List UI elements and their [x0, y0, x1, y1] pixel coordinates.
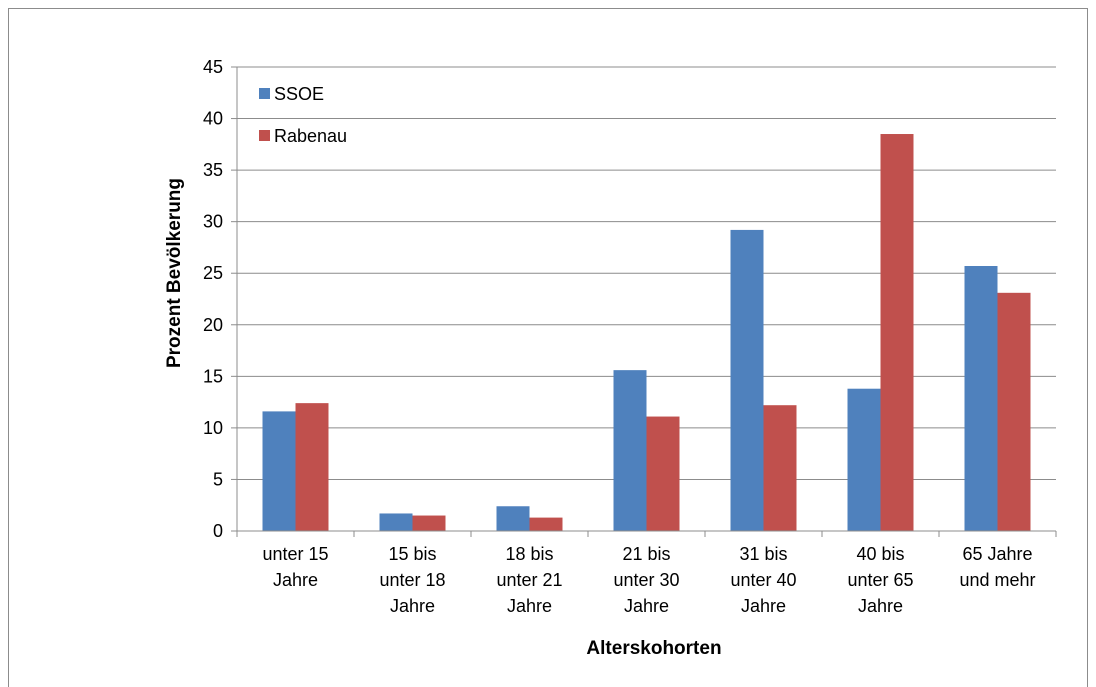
x-axis-title: Alterskohorten: [586, 638, 721, 659]
y-tick-labels: 0 5 10 15 20 25 30 35 40 45: [203, 57, 237, 541]
bar-rabenau: [295, 403, 329, 531]
bar-ssoe: [613, 370, 647, 531]
x-tick-label: 18 bis unter 21 Jahre: [496, 544, 562, 616]
legend-label-rabenau: Rabenau: [274, 126, 347, 146]
x-tick-label: 15 bis unter 18 Jahre: [379, 544, 445, 616]
bar-rabenau: [646, 416, 680, 531]
bar-ssoe: [262, 411, 296, 531]
bar-rabenau: [997, 292, 1031, 531]
y-tick-label: 45: [203, 57, 223, 77]
bar-ssoe: [847, 388, 881, 531]
y-tick-label: 40: [203, 109, 223, 129]
legend-swatch-rabenau: [259, 130, 270, 141]
axes: [236, 67, 1057, 537]
legend-swatch-ssoe: [259, 88, 270, 99]
x-tick-label: 65 Jahre und mehr: [959, 544, 1035, 590]
x-tick-label: unter 15 Jahre: [262, 544, 328, 590]
x-tick-labels: unter 15 Jahre 15 bis unter 18 Jahre 18 bis un…: [262, 544, 1035, 616]
y-tick-label: 5: [213, 469, 223, 489]
bars: [262, 134, 1031, 531]
x-tick-label: 31 bis unter 40 Jahre: [730, 544, 796, 616]
legend: SSOE Rabenau: [259, 84, 347, 146]
y-tick-label: 35: [203, 160, 223, 180]
x-tick-label: 40 bis unter 65 Jahre: [847, 544, 913, 616]
legend-label-ssoe: SSOE: [274, 84, 324, 104]
bar-ssoe: [964, 266, 998, 531]
bar-ssoe: [496, 506, 530, 531]
y-tick-label: 25: [203, 263, 223, 283]
bar-rabenau: [763, 405, 797, 531]
bar-rabenau: [529, 517, 563, 531]
bar-rabenau: [412, 515, 446, 531]
x-tick-label: 21 bis unter 30 Jahre: [613, 544, 679, 616]
y-tick-label: 30: [203, 212, 223, 232]
y-tick-label: 10: [203, 418, 223, 438]
gridlines: [237, 66, 1056, 480]
y-tick-label: 0: [213, 521, 223, 541]
bar-rabenau: [880, 134, 914, 531]
y-tick-label: 15: [203, 366, 223, 386]
bar-ssoe: [730, 229, 764, 531]
y-tick-label: 20: [203, 315, 223, 335]
chart-frame: [8, 8, 1088, 687]
bar-ssoe: [379, 513, 413, 531]
y-axis-title: Prozent Bevölkerung: [164, 178, 185, 368]
